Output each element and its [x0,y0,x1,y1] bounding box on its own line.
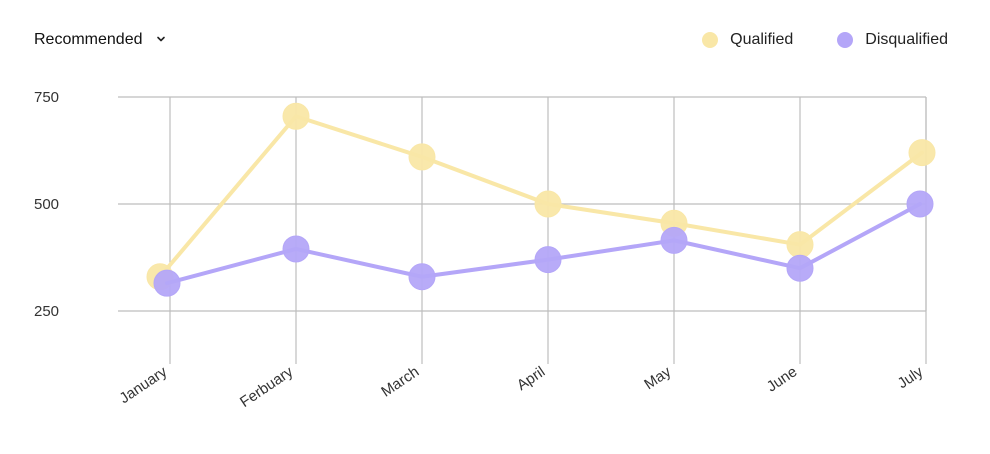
y-tick-label: 250 [34,303,59,320]
grid-layer [118,96,927,364]
y-axis: 750 500 250 [34,89,59,320]
sort-dropdown-label: Recommended [34,31,143,48]
sort-dropdown[interactable]: Recommended [34,28,167,52]
x-tick-label: April [514,363,548,394]
x-tick-label: March [378,363,422,400]
y-tick-label: 750 [34,89,59,106]
x-tick-label: July [895,363,927,392]
series-disqualified [153,190,934,297]
legend-item-disqualified[interactable]: Disqualified [837,28,948,52]
data-point [534,246,562,274]
chart-toolbar: Recommended Qualified Disqualified [0,0,990,80]
x-axis: January Ferbuary March April May June July [116,363,926,411]
data-point [906,190,934,218]
x-tick-label: May [641,363,674,393]
data-point [408,143,436,171]
x-tick-label: Ferbuary [237,363,297,411]
x-tick-label: June [764,363,800,395]
data-point [786,254,814,282]
data-point [908,139,936,167]
series-layer [146,102,936,297]
legend-marker-qualified [702,32,719,48]
data-point [408,263,436,291]
data-point [153,269,181,297]
chevron-down-icon [156,36,165,42]
data-point [282,102,310,130]
legend-label-disqualified: Disqualified [865,31,948,48]
data-point [660,226,688,254]
data-point [534,190,562,218]
legend-item-qualified[interactable]: Qualified [702,28,793,52]
legend-label-qualified: Qualified [730,31,794,48]
legend-marker-disqualified [837,32,854,48]
x-tick-label: January [116,363,170,407]
y-tick-label: 500 [34,196,59,213]
data-point [282,235,310,263]
data-point [786,231,814,259]
chart-legend: Qualified Disqualified [702,28,948,52]
